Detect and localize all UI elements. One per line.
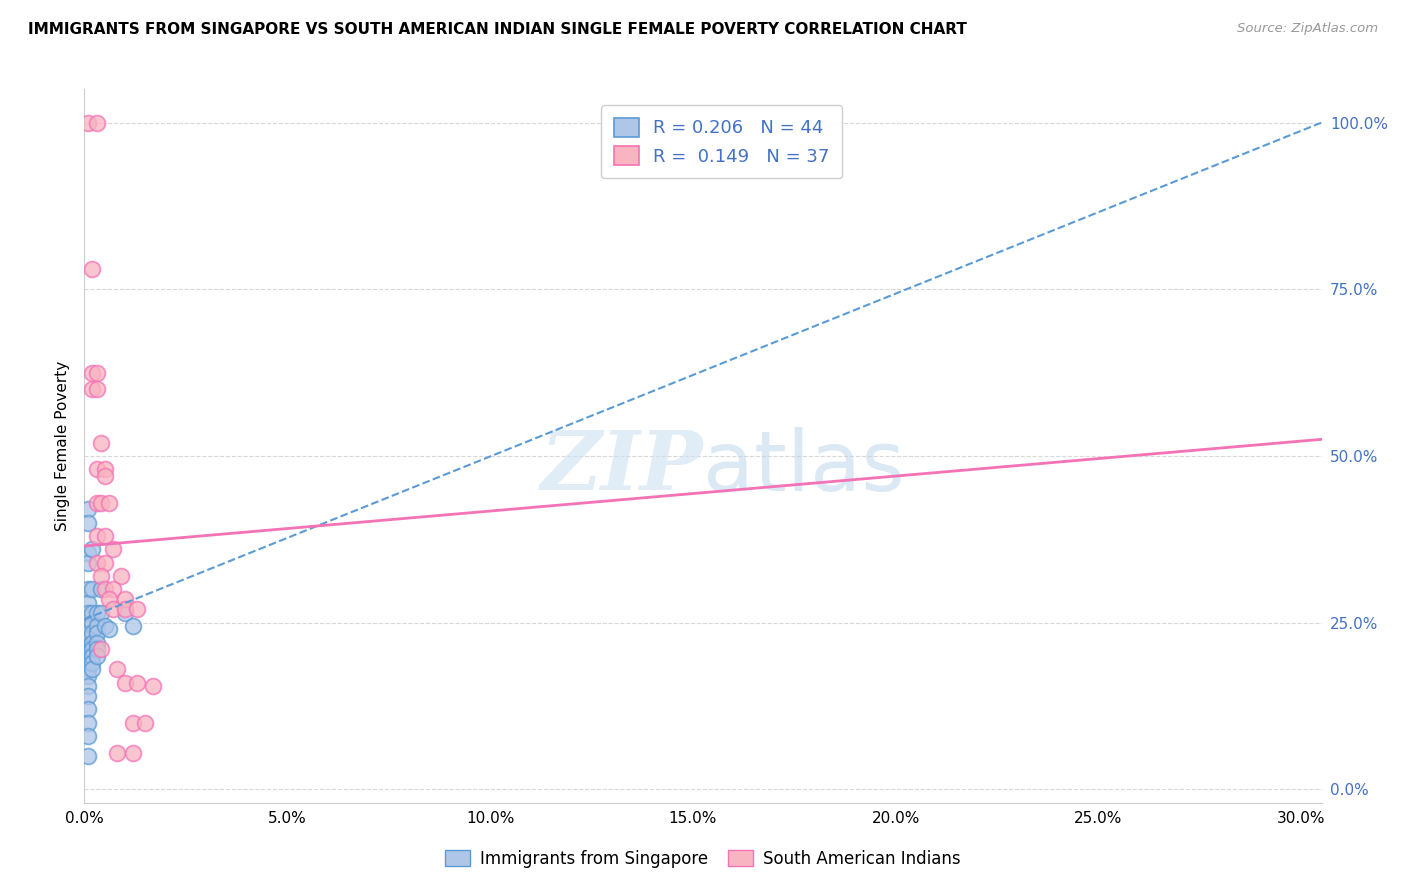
Point [97,496,120,510]
Point [77,556,100,570]
Point [77,582,100,597]
Point [93,619,115,633]
Point [77,669,100,683]
Point [82,366,104,380]
Text: IMMIGRANTS FROM SINGAPORE VS SOUTH AMERICAN INDIAN SINGLE FEMALE POVERTY CORRELA: IMMIGRANTS FROM SINGAPORE VS SOUTH AMERI… [28,22,967,37]
Point [77,702,100,716]
Point [90,582,112,597]
Point [114,602,136,616]
Point [82,615,104,630]
Point [77,546,100,560]
Point [82,649,104,664]
Point [82,262,104,277]
Point [86,462,108,476]
Point [90,642,112,657]
Point [77,646,100,660]
Point [114,606,136,620]
Point [122,746,145,760]
Point [86,115,108,129]
Point [77,606,100,620]
Point [86,556,108,570]
Y-axis label: Single Female Poverty: Single Female Poverty [55,361,70,531]
Point [77,596,100,610]
Point [77,656,100,670]
Point [86,606,108,620]
Point [90,496,112,510]
Point [97,592,120,607]
Point [82,542,104,557]
Point [82,582,104,597]
Point [93,556,115,570]
Point [90,435,112,450]
Point [77,729,100,743]
Point [101,602,124,616]
Point [93,462,115,476]
Point [77,679,100,693]
Point [77,632,100,647]
Point [77,689,100,703]
Point [101,582,124,597]
Point [86,625,108,640]
Point [86,649,108,664]
Point [122,715,145,730]
Text: atlas: atlas [703,427,904,508]
Point [86,366,108,380]
Point [86,636,108,650]
Point [93,582,115,597]
Point [77,619,100,633]
Legend: Immigrants from Singapore, South American Indians: Immigrants from Singapore, South America… [439,844,967,875]
Point [114,592,136,607]
Point [122,619,145,633]
Point [82,606,104,620]
Point [82,642,104,657]
Point [93,469,115,483]
Point [77,639,100,653]
Point [105,662,128,676]
Point [142,679,165,693]
Point [101,542,124,557]
Point [82,662,104,676]
Point [77,516,100,530]
Point [90,569,112,583]
Point [82,636,104,650]
Point [86,529,108,543]
Point [77,502,100,516]
Point [77,749,100,764]
Point [77,642,100,657]
Point [90,606,112,620]
Point [77,715,100,730]
Point [77,625,100,640]
Point [97,623,120,637]
Point [82,625,104,640]
Point [86,496,108,510]
Point [86,619,108,633]
Point [134,715,156,730]
Point [110,569,132,583]
Point [86,642,108,657]
Point [114,675,136,690]
Text: Source: ZipAtlas.com: Source: ZipAtlas.com [1237,22,1378,36]
Point [127,602,149,616]
Point [127,675,149,690]
Point [105,746,128,760]
Point [77,662,100,676]
Point [82,656,104,670]
Legend: R = 0.206   N = 44, R =  0.149   N = 37: R = 0.206 N = 44, R = 0.149 N = 37 [602,105,842,178]
Point [77,115,100,129]
Point [93,529,115,543]
Point [86,382,108,396]
Point [82,382,104,396]
Text: ZIP: ZIP [540,427,703,508]
